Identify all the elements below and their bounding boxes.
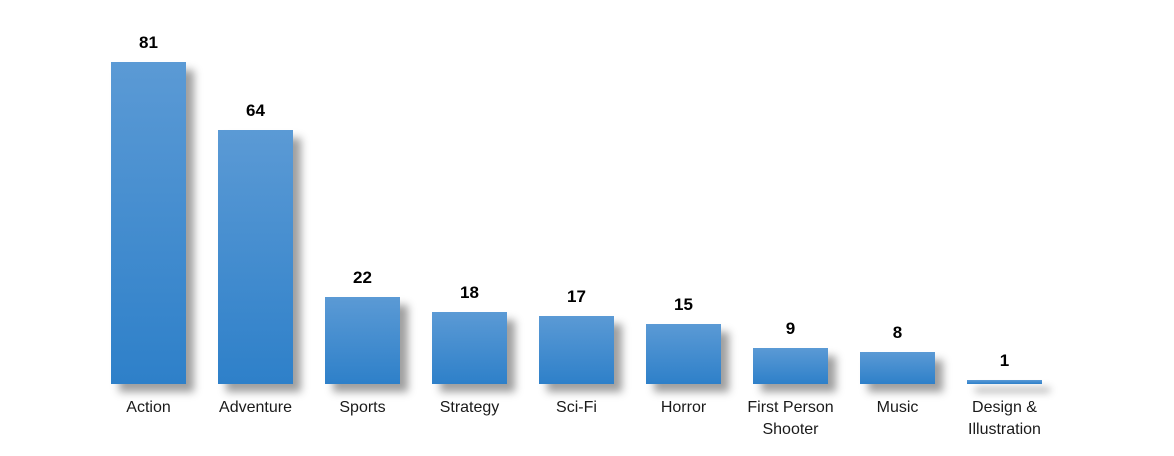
bar-column: 1 Design & Illustration [951,0,1058,441]
bar-value-label: 17 [567,287,586,306]
category-label: Adventure [219,399,292,416]
bar-column: 18 Strategy [416,0,523,441]
bar-area: 1 [951,0,1058,384]
category-label: Strategy [439,399,500,416]
category-label: Action [126,399,171,416]
bar-area: 64 [202,0,309,384]
category-label: Sci-Fi [556,399,597,416]
bar [646,324,721,384]
bar [432,312,507,384]
bar-value-label: 8 [892,323,903,342]
bar-column: 22 Sports [309,0,416,441]
bar-column: 8 Music [844,0,951,441]
bar-column: 9 First Person Shooter [737,0,844,441]
bar-column: 81 Action [95,0,202,441]
bar-value-label: 18 [460,283,479,302]
category-label: First Person Shooter [747,399,834,438]
bar-area: 22 [309,0,416,384]
category-label: Music [876,399,919,416]
bar [218,130,293,384]
bar-column: 64 Adventure [202,0,309,441]
bar-column: 15 Horror [630,0,737,441]
bar-value-label: 64 [246,101,265,120]
bar [967,380,1042,384]
bar-value-label: 22 [353,268,372,287]
bar-column: 17 Sci-Fi [523,0,630,441]
bar [753,348,828,384]
bar [860,352,935,384]
bar-area: 81 [95,0,202,384]
bar-value-label: 15 [674,295,693,314]
category-label: Horror [660,399,707,416]
bar-area: 8 [844,0,951,384]
bar [539,316,614,384]
bar [111,62,186,384]
bar-area: 15 [630,0,737,384]
bar-area: 9 [737,0,844,384]
bar-value-label: 9 [785,319,796,338]
bar-columns: 81 Action 64 Adventure 22 Sports 18 Strategy 17 S… [95,0,1058,441]
bar-area: 18 [416,0,523,384]
bar-area: 17 [523,0,630,384]
category-label: Design & Illustration [968,399,1041,438]
bar [325,297,400,384]
bar-value-label: 81 [139,33,158,52]
bar-value-label: 1 [999,351,1010,370]
category-label: Sports [339,399,386,416]
